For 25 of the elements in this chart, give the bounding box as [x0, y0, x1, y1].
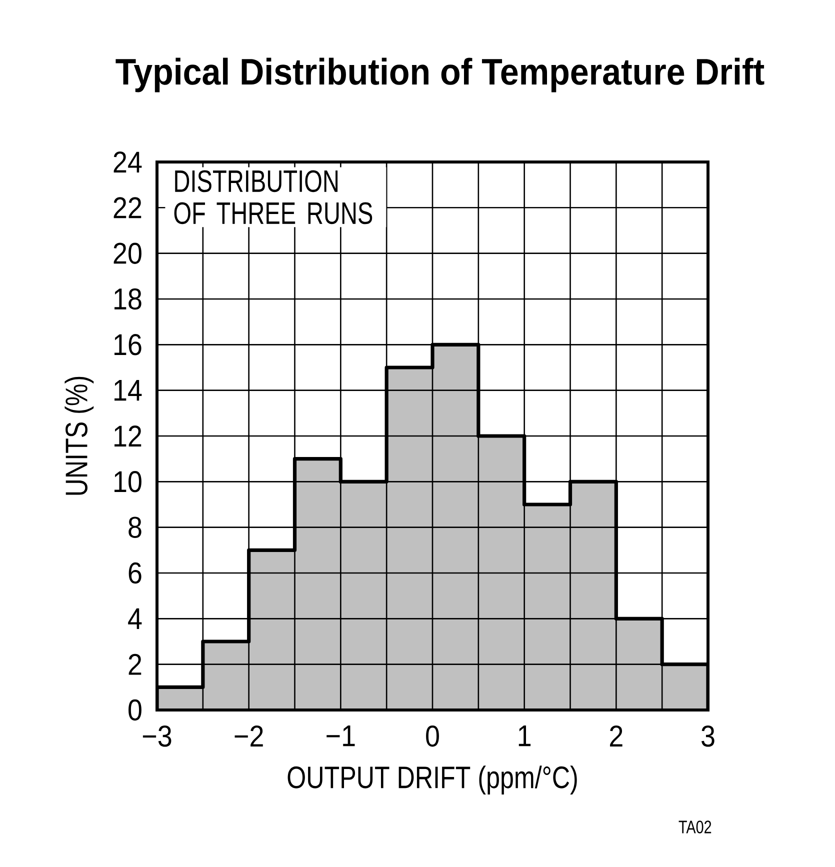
- y-tick-label: 18: [114, 288, 142, 310]
- y-tick-label: 0: [128, 699, 142, 721]
- x-tick-label: −3: [142, 726, 172, 747]
- y-tick-label: 10: [114, 471, 142, 492]
- x-tick-label: 2: [610, 726, 622, 746]
- x-tick-label: 1: [518, 726, 531, 746]
- x-tick-label: −2: [234, 726, 263, 746]
- annotation: DISTRIBUTION OF THREE RUNS: [174, 170, 372, 224]
- y-tick-label: 22: [114, 197, 142, 218]
- y-tick-label: 12: [114, 426, 142, 446]
- chart-title: Typical Distribution of Temperature Drift: [116, 58, 764, 92]
- y-tick-label: 14: [114, 380, 142, 401]
- y-tick-label: 20: [114, 242, 142, 264]
- text: TA02: [678, 820, 712, 834]
- x-tick-label: −1: [326, 726, 355, 746]
- y-tick-label: 6: [128, 562, 142, 584]
- x-tick-label: 3: [702, 726, 714, 747]
- y-tick-label: 16: [114, 334, 142, 356]
- y-tick-label: 24: [114, 152, 142, 172]
- x-tick-label: 0: [426, 726, 439, 747]
- y-tick-label: 8: [128, 516, 142, 538]
- x-axis-title: OUTPUT DRIFT (ppm/°C): [288, 766, 577, 794]
- y-axis-title: UNITS (%): [64, 376, 94, 495]
- y-tick-label: 2: [128, 654, 142, 675]
- y-tick-label: 4: [128, 608, 142, 629]
